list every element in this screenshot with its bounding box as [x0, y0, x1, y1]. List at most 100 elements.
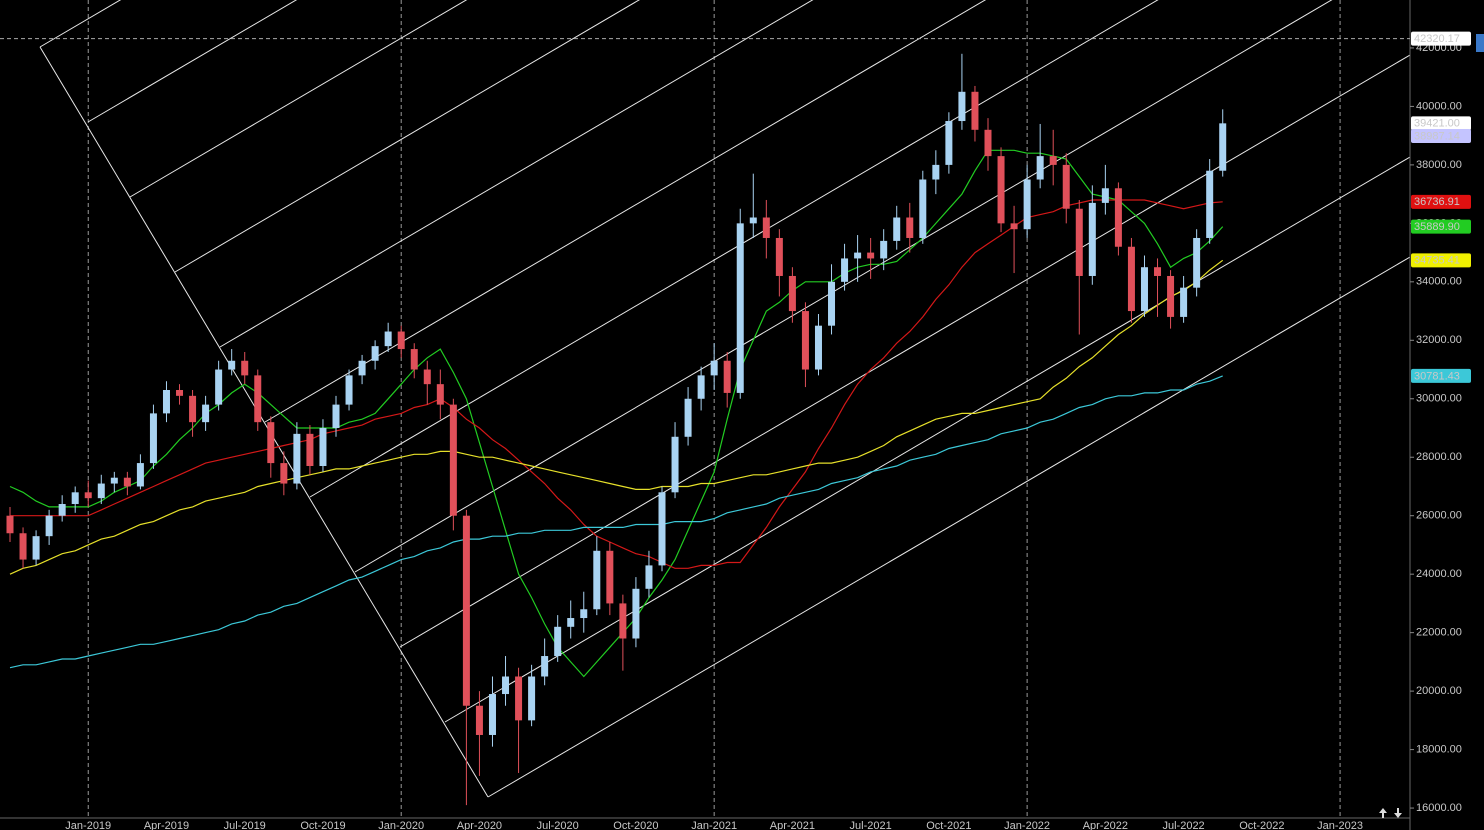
candle-body	[1101, 188, 1109, 203]
candle-body	[449, 404, 457, 516]
candle-body	[906, 217, 914, 238]
x-tick-label: Apr-2022	[1083, 820, 1128, 830]
scroll-handle[interactable]	[1476, 34, 1484, 52]
candle-body	[97, 483, 105, 499]
y-tick-label: 18000.00	[1416, 743, 1462, 755]
price-label: 36736.91	[1414, 196, 1460, 208]
candle-body	[176, 389, 184, 396]
candle-body	[280, 463, 288, 484]
x-tick-label: Apr-2019	[144, 820, 189, 830]
price-label: 35889.90	[1414, 221, 1460, 233]
candle-body	[306, 433, 314, 467]
price-label: 30781.43	[1414, 370, 1460, 382]
candle-body	[606, 550, 614, 604]
candle-body	[202, 404, 210, 423]
plot	[6, 53, 1227, 806]
candle-body	[580, 609, 588, 619]
candle-body	[189, 395, 197, 423]
x-tick-label: Jul-2020	[537, 820, 579, 830]
candle-body	[1010, 223, 1018, 230]
y-tick-label: 38000.00	[1416, 159, 1462, 171]
candle-body	[710, 360, 718, 376]
candle-body	[749, 217, 757, 224]
price-label-box	[1411, 116, 1471, 131]
candle-body	[1036, 156, 1044, 180]
moving-average-line	[9, 259, 1224, 575]
moving-average-line	[10, 199, 1223, 569]
candle-body	[984, 129, 992, 157]
price-label-box	[1411, 129, 1471, 144]
candle-body	[58, 504, 66, 516]
candle-body	[1193, 237, 1201, 288]
candle-body	[241, 360, 249, 376]
candle-body	[554, 626, 562, 657]
candle-body	[384, 331, 392, 347]
candle-body	[814, 325, 822, 370]
candle-body	[71, 492, 79, 505]
candle-body	[1114, 188, 1122, 247]
candle-body	[723, 360, 731, 393]
candle-body	[1088, 202, 1096, 276]
candle-body	[919, 179, 927, 238]
candle-body	[19, 533, 27, 560]
x-tick-label: Jan-2021	[691, 820, 737, 830]
candle-body	[1154, 267, 1162, 276]
y-tick-label: 24000.00	[1416, 568, 1462, 580]
candle-body	[397, 331, 405, 350]
x-tick-label: Jul-2022	[1162, 820, 1204, 830]
candle-body	[32, 536, 40, 560]
y-tick-label: 32000.00	[1416, 334, 1462, 346]
candle-body	[410, 349, 418, 370]
x-tick-label: Jul-2021	[850, 820, 892, 830]
candle-body	[528, 676, 536, 721]
candle-body	[1075, 208, 1083, 276]
candle-body	[619, 603, 627, 639]
price-label-box	[1411, 253, 1471, 268]
x-tick-label: Oct-2019	[300, 820, 345, 830]
candle-body	[1062, 164, 1070, 209]
x-tick-label: Jul-2019	[224, 820, 266, 830]
y-tick-label: 40000.00	[1416, 100, 1462, 112]
candle-body	[841, 258, 849, 282]
candle-body	[436, 384, 444, 405]
candle-body	[880, 240, 888, 259]
candle-body	[593, 550, 601, 610]
channel-line	[174, 0, 640, 273]
price-label: 38987.14	[1414, 130, 1460, 142]
candle-body	[893, 217, 901, 241]
candle-body	[215, 369, 223, 405]
candle-body	[110, 477, 118, 484]
candle-body	[228, 360, 236, 370]
candle-body	[1167, 275, 1175, 317]
price-label: 34735.41	[1414, 255, 1460, 267]
channel-line	[444, 156, 1410, 723]
candle-body	[684, 398, 692, 437]
candle-body	[6, 515, 14, 534]
x-tick-label: Apr-2020	[457, 820, 502, 830]
candle-body	[828, 281, 836, 326]
candle-body	[162, 389, 170, 414]
candle-body	[502, 676, 510, 695]
moving-average-line	[9, 375, 1223, 669]
candle-body	[515, 676, 523, 721]
x-tick-label: Jan-2019	[65, 820, 111, 830]
grid	[87, 0, 1341, 818]
candle-body	[475, 705, 483, 735]
channel-drawing	[39, 0, 1410, 798]
y-tick-label: 20000.00	[1416, 685, 1462, 697]
candle-body	[854, 252, 862, 259]
candle-body	[736, 223, 744, 393]
candle-body	[293, 433, 301, 484]
candle-body	[541, 656, 549, 677]
scroll-arrows[interactable]	[1379, 808, 1402, 818]
candle-body	[462, 515, 470, 706]
channel-line	[219, 0, 814, 348]
candle-body	[319, 428, 327, 467]
candle-body	[1127, 246, 1135, 312]
candle-body	[371, 346, 379, 361]
candle-body	[658, 492, 666, 566]
candle-body	[332, 404, 340, 429]
